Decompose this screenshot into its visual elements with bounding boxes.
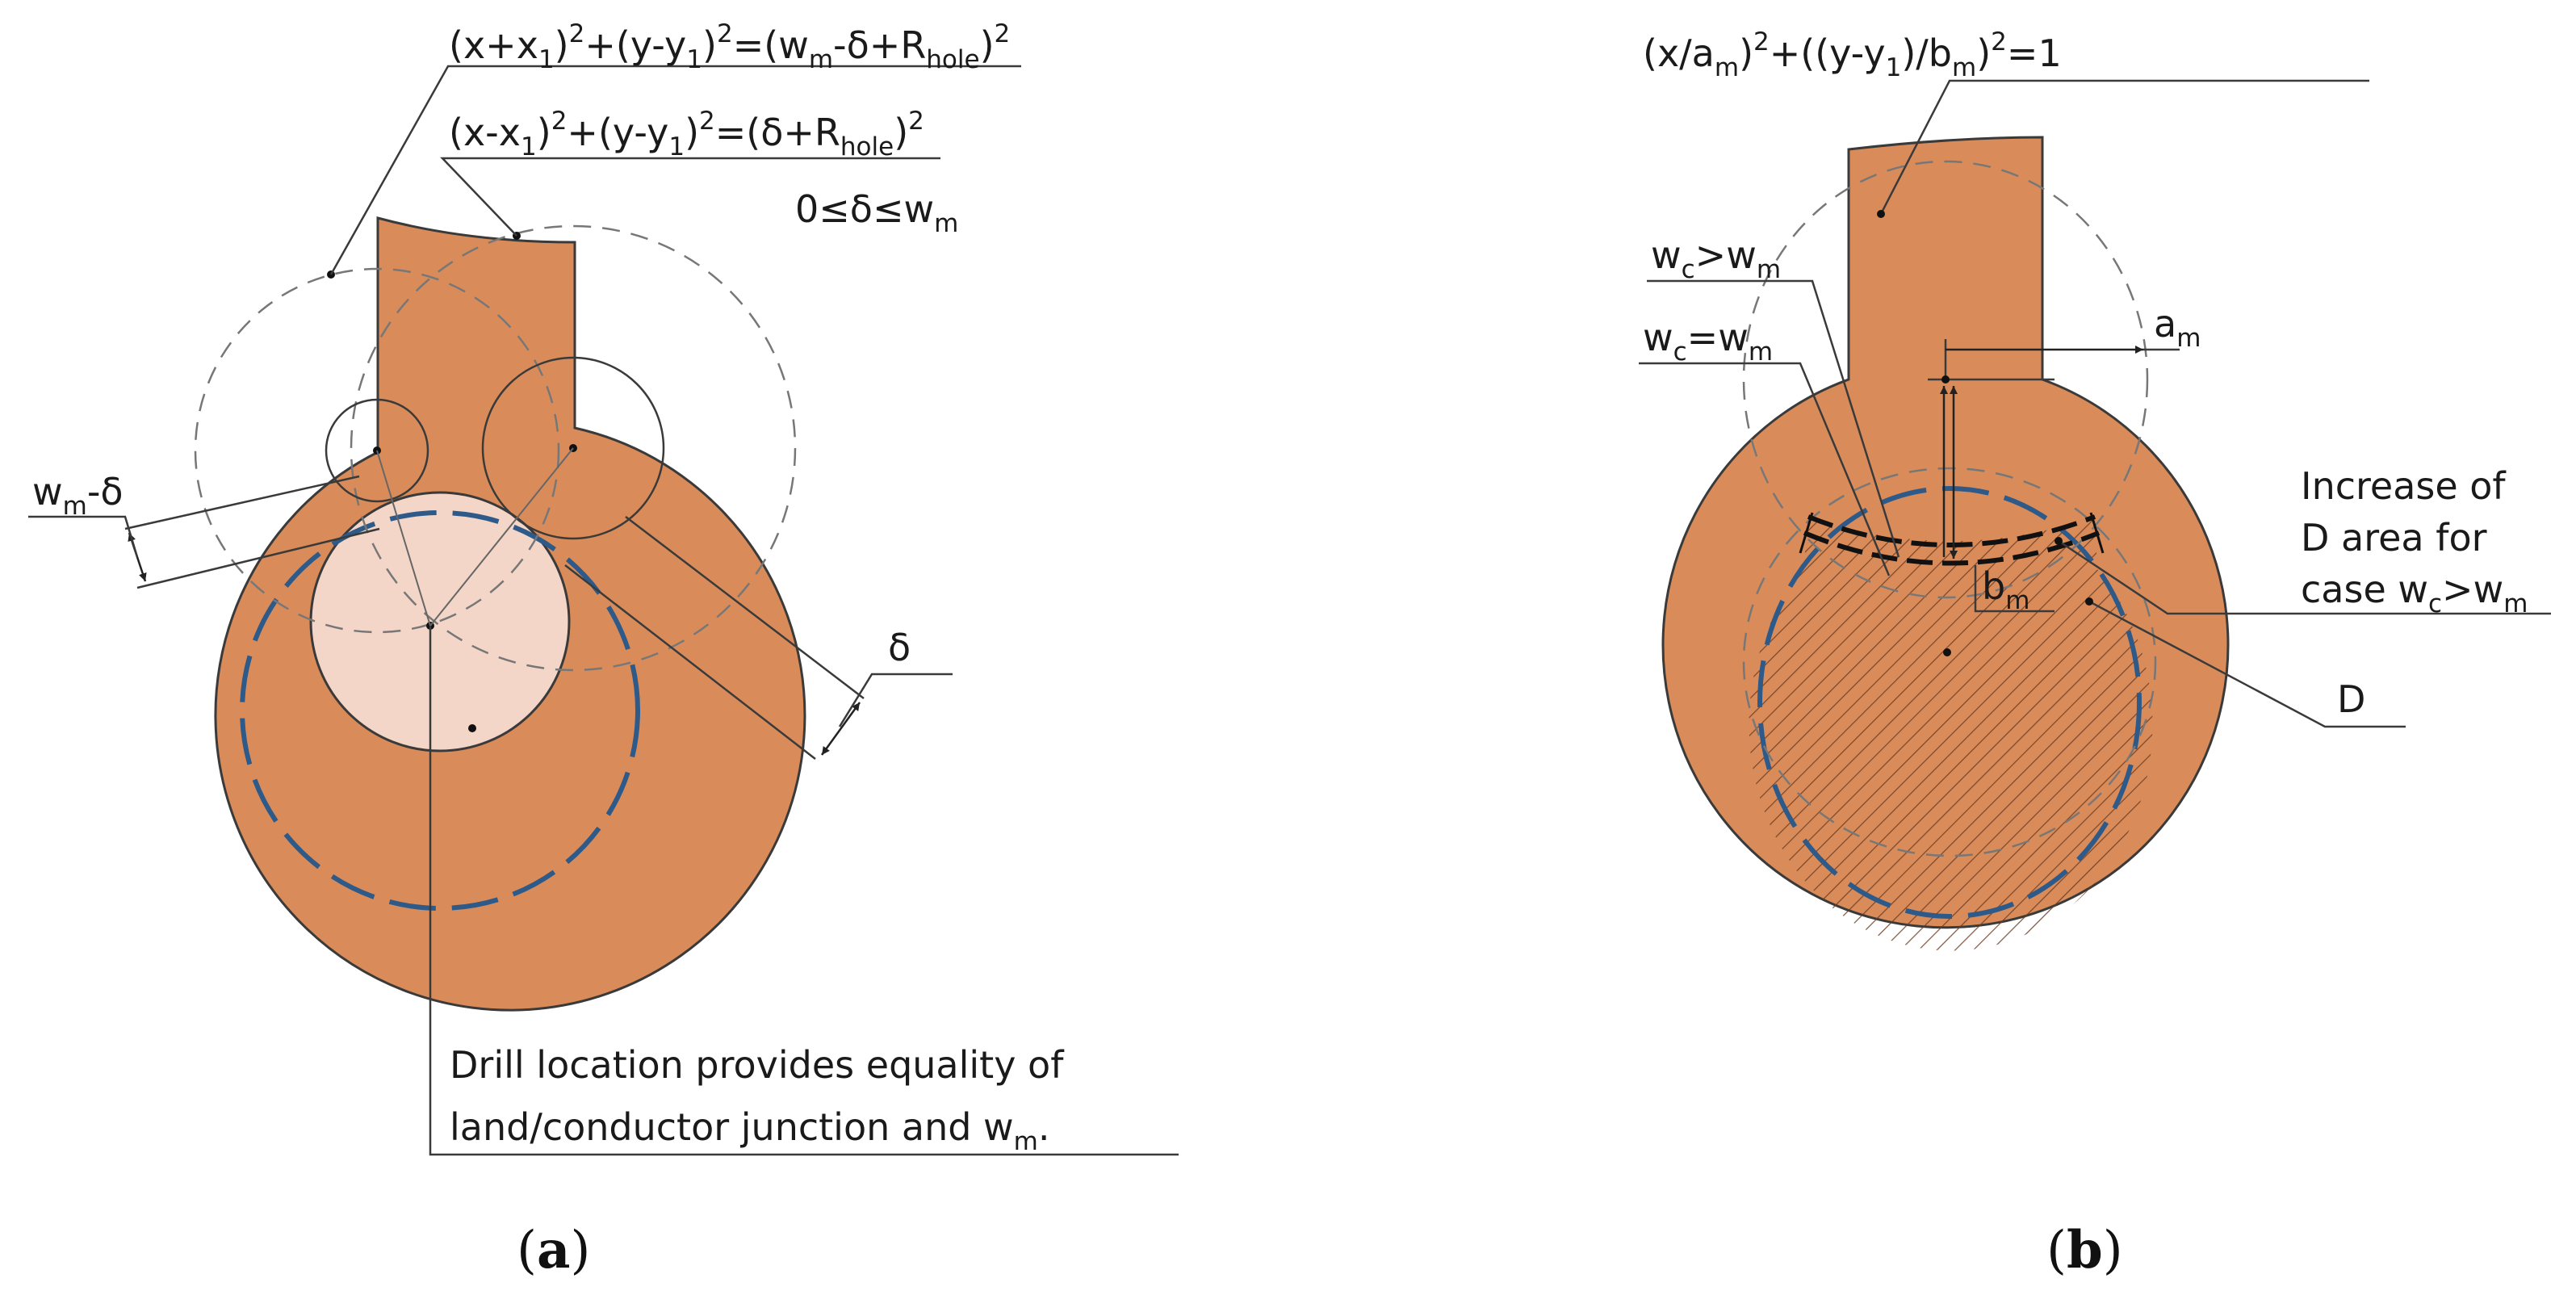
wc-eq-wm-label: wc=wm	[1643, 316, 1773, 367]
land-boundary-dashed-a	[240, 510, 640, 911]
eq-b-label: (x/am)2+((y-y1)/bm)2=1	[1643, 27, 2062, 82]
arc-wc-eq-wm	[1803, 530, 2101, 566]
leader-eq1	[329, 65, 1021, 275]
increase-line1: Increase of	[2301, 464, 2507, 508]
leader-eq-b	[1879, 79, 2369, 215]
delta-ext1	[625, 516, 865, 699]
drill-note-line2: land/conductor junction and wm.	[450, 1105, 1050, 1156]
delta-ext2	[564, 564, 816, 760]
condition-label: 0≤δ≤wm	[795, 187, 958, 238]
drill-note-leader	[429, 626, 1179, 1156]
center-dot-b2	[1943, 648, 1951, 656]
wc-gt-wm-label: wc>wm	[1651, 233, 1781, 284]
arc-end-left	[1799, 512, 1814, 554]
center-dot-b1	[1941, 375, 1950, 384]
caption-a: (a)	[517, 1220, 590, 1281]
corner-circle-right-a	[481, 356, 665, 540]
construction-circle-right-a	[350, 224, 797, 672]
leader-d	[2088, 600, 2406, 728]
arc-end-right	[2089, 512, 2105, 554]
construction-line-a1	[376, 450, 431, 627]
bm-label: bm	[1982, 564, 2029, 615]
drill-note-line1: Drill location provides equality of	[450, 1043, 1065, 1087]
delta-leader	[838, 673, 953, 727]
leader-increase	[2058, 539, 2551, 615]
construction-circle-left-a	[194, 267, 560, 634]
construction-line-a2	[429, 447, 574, 627]
hatched-area-d	[1749, 517, 2153, 951]
increase-line3: case wc>wm	[2301, 568, 2528, 618]
leader-wc-gt	[1647, 279, 1900, 558]
construction-ellipse-outer-b	[1742, 160, 2149, 599]
wm-delta-leader	[28, 515, 139, 558]
increase-line2: D area for	[2301, 516, 2487, 560]
wm-delta-ext1	[124, 475, 360, 530]
center-dot-a4	[468, 724, 476, 732]
eq1-label: (x+x1)2+(y-y1)2=(wm-δ+Rhole)2	[449, 19, 1010, 74]
d-label: D	[2337, 677, 2365, 721]
leader-eq2	[440, 157, 940, 237]
delta-dim	[820, 702, 861, 756]
caption-b: (b)	[2046, 1220, 2123, 1281]
delta-label: δ	[888, 626, 911, 669]
am-label: am	[2154, 302, 2201, 353]
eq2-label: (x-x1)2+(y-y1)2=(δ+Rhole)2	[449, 107, 924, 161]
wm-delta-ext2	[136, 527, 380, 589]
wm-delta-label: wm-δ	[32, 470, 124, 521]
leader-wc-eq	[1639, 362, 1891, 576]
increase-dot	[2055, 537, 2063, 545]
corner-circle-left-a	[325, 398, 429, 503]
panel-b: (x/am)2+((y-y1)/bm)2=1 wc>wm wc=wm am bm…	[1639, 27, 2551, 1281]
bm-leader	[1974, 565, 2055, 613]
panel-a: (x+x1)2+(y-y1)2=(wm-δ+Rhole)2 (x-x1)2+(y…	[28, 19, 1179, 1281]
eq-b-dot	[1877, 210, 1885, 218]
d-dot	[2085, 597, 2093, 606]
